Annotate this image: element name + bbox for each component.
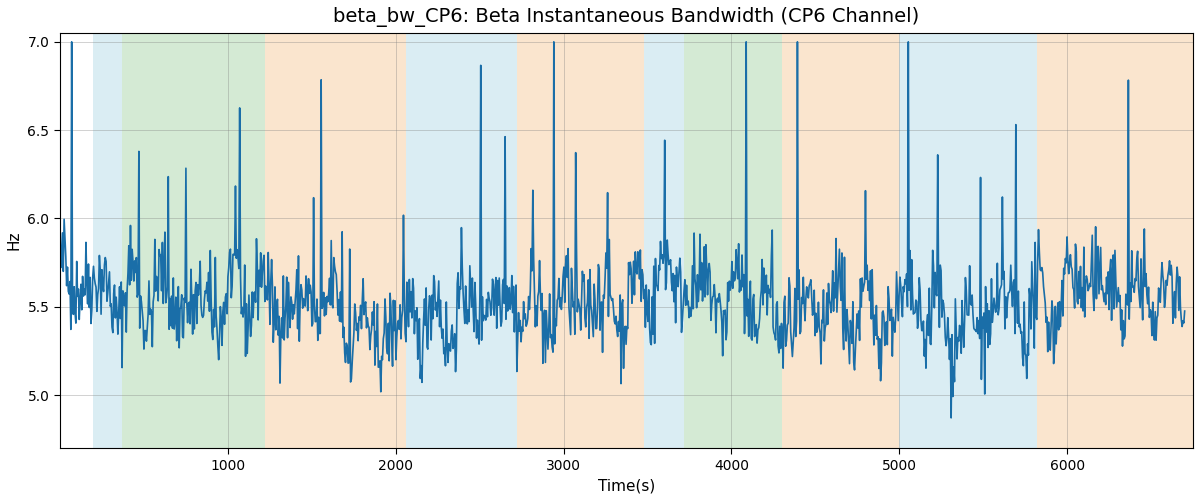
- Bar: [406, 33, 516, 448]
- Bar: [684, 33, 781, 448]
- Y-axis label: Hz: Hz: [7, 231, 22, 250]
- Bar: [122, 33, 265, 448]
- Bar: [92, 33, 122, 448]
- Bar: [516, 33, 644, 448]
- Bar: [781, 33, 899, 448]
- Title: beta_bw_CP6: Beta Instantaneous Bandwidth (CP6 Channel): beta_bw_CP6: Beta Instantaneous Bandwidt…: [334, 7, 919, 27]
- Bar: [265, 33, 406, 448]
- Bar: [644, 33, 684, 448]
- Bar: [899, 33, 1037, 448]
- Bar: [1037, 33, 1193, 448]
- X-axis label: Time(s): Time(s): [598, 478, 655, 493]
